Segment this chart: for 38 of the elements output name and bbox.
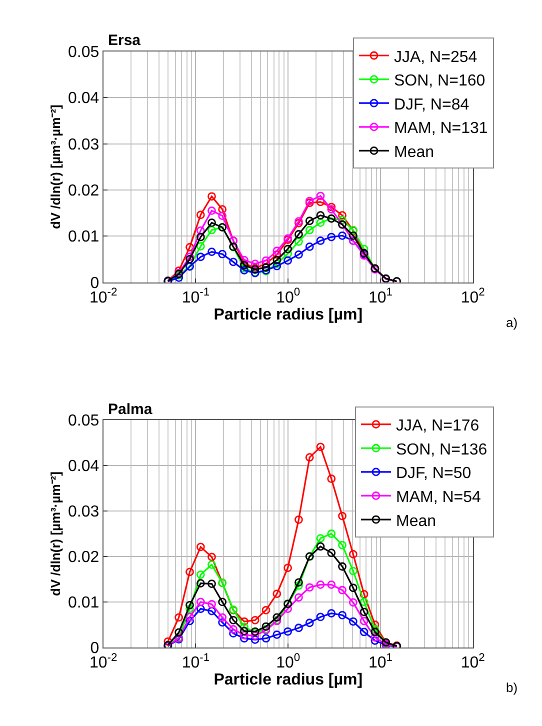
- text: b): [506, 680, 518, 695]
- chart-title: Ersa: [108, 32, 142, 49]
- legend-label: Mean: [396, 512, 436, 530]
- y-tick-label: 0.05: [68, 412, 100, 430]
- legend-label: JJA, N=176: [396, 418, 480, 435]
- y-tick-label: 0.01: [68, 228, 100, 246]
- y-tick-label: 0.05: [68, 44, 100, 62]
- x-tick-label: 10$^{2}$: [460, 652, 485, 672]
- x-tick-label: 10$^{-1}$: [182, 286, 210, 306]
- y-tick-label: 0: [90, 274, 100, 292]
- legend-label: SON, N=160: [394, 72, 486, 90]
- y-axis-title: dV /dln(r) [µm³·µm⁻²]: [48, 104, 63, 230]
- y-tick-label: 0.03: [68, 136, 100, 154]
- x-tick-label: 10$^{-1}$: [182, 652, 210, 672]
- y-tick-label: 0.02: [68, 549, 100, 566]
- chart-title: Palma: [108, 401, 153, 418]
- x-tick-label: 10$^{0}$: [276, 652, 300, 672]
- legend-label: MAM, N=54: [396, 488, 481, 506]
- legend-label: MAM, N=131: [394, 120, 488, 138]
- y-tick-label: 0.04: [68, 458, 100, 476]
- text: a): [506, 315, 518, 330]
- y-tick-label: 0.03: [68, 504, 100, 521]
- x-axis-title: Particle radius [µm]: [214, 306, 363, 324]
- y-tick-label: 0.01: [68, 594, 100, 612]
- x-axis-title: Particle radius [µm]: [214, 672, 363, 689]
- y-tick-label: 0: [90, 640, 100, 658]
- legend-label: DJF, N=50: [396, 465, 472, 482]
- y-axis-title: dV /dln(r) [µm³·µm⁻²]: [48, 472, 63, 596]
- y-tick-label: 0.04: [68, 90, 100, 108]
- x-tick-label: 10$^{0}$: [276, 286, 300, 306]
- y-tick-label: 0.02: [68, 182, 100, 200]
- legend-label: Mean: [394, 144, 434, 161]
- x-tick-label: 10$^{1}$: [368, 652, 393, 672]
- x-tick-label: 10$^{2}$: [460, 286, 485, 306]
- legend-label: DJF, N=84: [394, 96, 470, 114]
- x-tick-label: 10$^{1}$: [368, 286, 393, 306]
- legend-label: JJA, N=254: [394, 48, 478, 66]
- legend-label: SON, N=136: [396, 441, 488, 458]
